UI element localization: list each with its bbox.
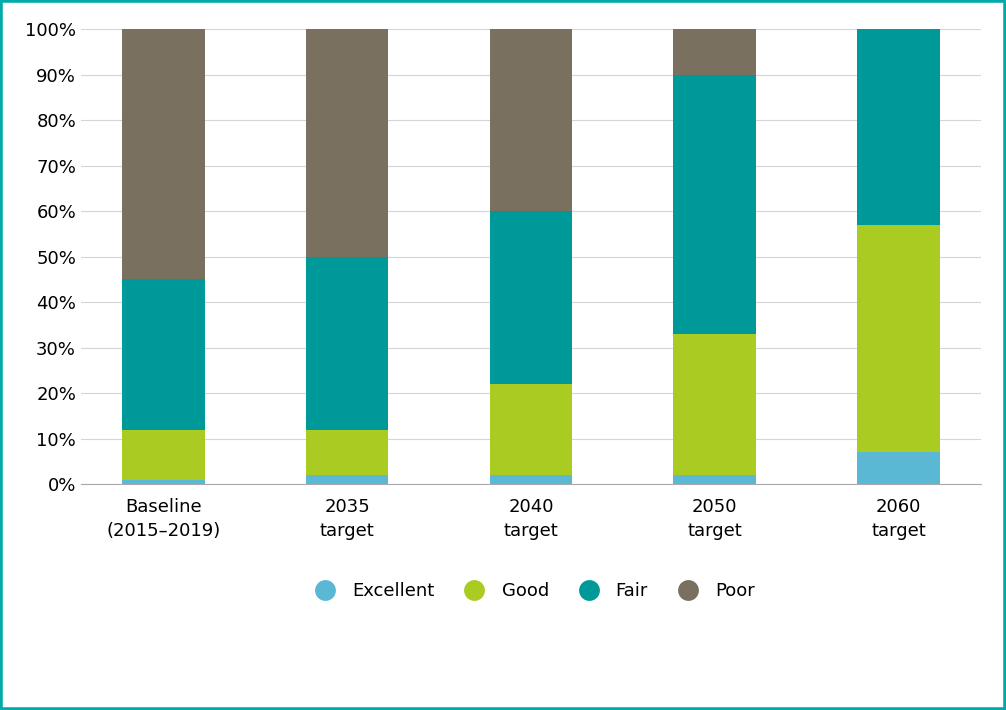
Bar [673, 75, 757, 334]
Bar [122, 430, 204, 479]
Bar [673, 475, 757, 484]
Bar [306, 29, 388, 256]
Bar [490, 475, 572, 484]
Bar [490, 384, 572, 475]
Bar [306, 256, 388, 430]
Bar [122, 479, 204, 484]
Bar [857, 225, 940, 452]
Bar [857, 452, 940, 484]
Bar [673, 29, 757, 75]
Bar [122, 279, 204, 430]
Bar [490, 29, 572, 211]
Bar [490, 211, 572, 384]
Legend: Excellent, Good, Fair, Poor: Excellent, Good, Fair, Poor [300, 575, 762, 608]
Bar [306, 430, 388, 475]
Bar [673, 334, 757, 475]
Bar [122, 29, 204, 279]
Bar [306, 475, 388, 484]
Bar [857, 29, 940, 225]
